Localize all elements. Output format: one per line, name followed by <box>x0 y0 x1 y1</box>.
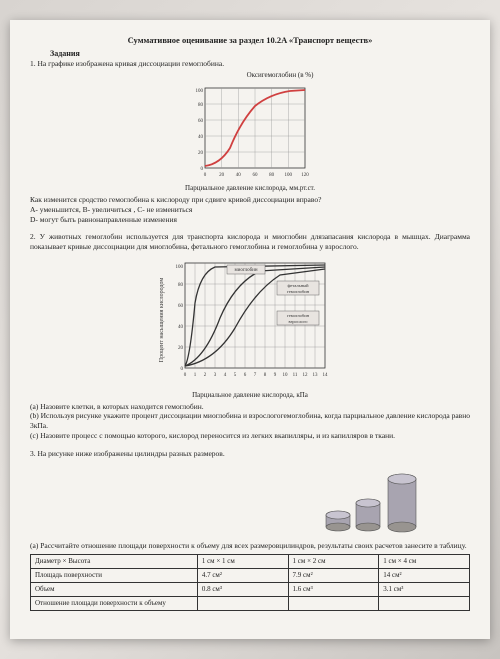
svg-text:100: 100 <box>196 89 204 94</box>
question-3: 3. На рисунке ниже изображены цилиндры р… <box>30 449 470 612</box>
svg-text:1: 1 <box>194 373 197 378</box>
table-cell: 0.8 см³ <box>197 583 288 597</box>
svg-text:20: 20 <box>178 346 184 351</box>
question-1: 1. На графике изображена кривая диссоциа… <box>30 59 470 224</box>
cylinders-svg <box>320 463 430 533</box>
table-cell: Диаметр × Высота <box>31 554 198 568</box>
page-title: Суммативное оценивание за раздел 10.2A «… <box>30 35 470 46</box>
svg-text:гемоглобин: гемоглобин <box>287 289 310 294</box>
svg-text:60: 60 <box>253 173 259 178</box>
q2-xlabel: Парциальное давление кислорода, кПа <box>30 391 470 400</box>
table-row: Объем 0.8 см³ 1.6 см³ 3.1 см³ <box>31 583 470 597</box>
svg-text:40: 40 <box>236 173 242 178</box>
svg-text:11: 11 <box>293 373 298 378</box>
svg-text:5: 5 <box>234 373 237 378</box>
svg-text:0: 0 <box>181 367 184 372</box>
q2-ylabel-svg: Процент насыщения кислородом <box>159 277 165 362</box>
svg-text:2: 2 <box>204 373 207 378</box>
svg-text:взрослого: взрослого <box>289 319 309 324</box>
svg-text:120: 120 <box>301 173 309 178</box>
svg-text:0: 0 <box>204 173 207 178</box>
table-row: Площадь поверхности 4.7 см² 7.9 см² 14 с… <box>31 569 470 583</box>
question-2: 2. У животных гемоглобин используется дл… <box>30 232 470 440</box>
svg-text:13: 13 <box>313 373 319 378</box>
svg-text:20: 20 <box>198 151 204 156</box>
cylinders-figure <box>30 463 430 536</box>
svg-text:100: 100 <box>176 265 184 270</box>
table-cell: 14 см² <box>379 569 470 583</box>
svg-text:12: 12 <box>303 373 309 378</box>
svg-text:14: 14 <box>323 373 329 378</box>
svg-text:4: 4 <box>224 373 227 378</box>
table-cell: Объем <box>31 583 198 597</box>
table-cell: 7.9 см² <box>288 569 379 583</box>
svg-text:8: 8 <box>264 373 267 378</box>
q3-table: Диаметр × Высота 1 см × 1 см 1 см × 2 см… <box>30 554 470 611</box>
table-cell <box>197 597 288 611</box>
svg-text:гемоглобин: гемоглобин <box>287 313 310 318</box>
svg-text:3: 3 <box>214 373 217 378</box>
q1-xlabel: Парциальное давление кислорода, мм.рт.ст… <box>30 184 470 193</box>
q2-text: 2. У животных гемоглобин используется дл… <box>30 232 470 252</box>
q2-c: (с) Назовите процесс с помощью которого,… <box>30 431 470 441</box>
q1-question: Как изменится сродство гемоглобина к кис… <box>30 195 470 205</box>
svg-text:7: 7 <box>254 373 257 378</box>
q1-option-d: D- могут быть равнонаправленные изменени… <box>30 215 470 225</box>
q1-options-abc: A- уменьшится, B- увеличиться , C- не из… <box>30 205 470 215</box>
svg-text:9: 9 <box>274 373 277 378</box>
table-cell: 1 см × 2 см <box>288 554 379 568</box>
svg-text:0: 0 <box>184 373 187 378</box>
q1-ylabel: Оксигемоглобин (в %) <box>90 71 470 80</box>
svg-text:60: 60 <box>178 304 184 309</box>
q2-b: (b) Используя рисунке укажите процент ди… <box>30 411 470 431</box>
q3-a: (а) Рассчитайте отношение площади поверх… <box>30 541 470 551</box>
svg-text:60: 60 <box>198 119 204 124</box>
svg-text:6: 6 <box>244 373 247 378</box>
tasks-heading: Задания <box>50 49 470 59</box>
svg-text:миоглобин: миоглобин <box>234 268 257 273</box>
table-row: Диаметр × Высота 1 см × 1 см 1 см × 2 см… <box>31 554 470 568</box>
q2-chart-container: Процент насыщения кислородом <box>30 255 470 388</box>
worksheet-page: Суммативное оценивание за раздел 10.2A «… <box>10 20 490 639</box>
svg-text:40: 40 <box>198 135 204 140</box>
svg-text:80: 80 <box>178 283 184 288</box>
svg-text:40: 40 <box>178 325 184 330</box>
svg-text:фетальный: фетальный <box>287 283 309 288</box>
q2-a: (а) Назовите клетки, в которых находится… <box>30 402 470 412</box>
q1-text: 1. На графике изображена кривая диссоциа… <box>30 59 470 69</box>
table-cell: 1.6 см³ <box>288 583 379 597</box>
q1-chart: 0 20 40 60 80 100 0 20 40 60 80 100 120 <box>185 83 315 178</box>
q1-chart-container: 0 20 40 60 80 100 0 20 40 60 80 100 120 <box>30 83 470 181</box>
table-cell: Площадь поверхности <box>31 569 198 583</box>
svg-text:80: 80 <box>269 173 275 178</box>
table-cell: 1 см × 1 см <box>197 554 288 568</box>
table-cell: 3.1 см³ <box>379 583 470 597</box>
svg-text:80: 80 <box>198 103 204 108</box>
table-cell <box>379 597 470 611</box>
q3-text: 3. На рисунке ниже изображены цилиндры р… <box>30 449 470 459</box>
table-row: Отношение площади поверхности к объему <box>31 597 470 611</box>
q2-chart: Процент насыщения кислородом <box>155 255 345 385</box>
table-cell: 1 см × 4 см <box>379 554 470 568</box>
svg-text:10: 10 <box>283 373 289 378</box>
svg-text:20: 20 <box>219 173 225 178</box>
table-cell: Отношение площади поверхности к объему <box>31 597 198 611</box>
svg-text:100: 100 <box>285 173 293 178</box>
svg-text:0: 0 <box>201 167 204 172</box>
table-cell: 4.7 см² <box>197 569 288 583</box>
table-cell <box>288 597 379 611</box>
